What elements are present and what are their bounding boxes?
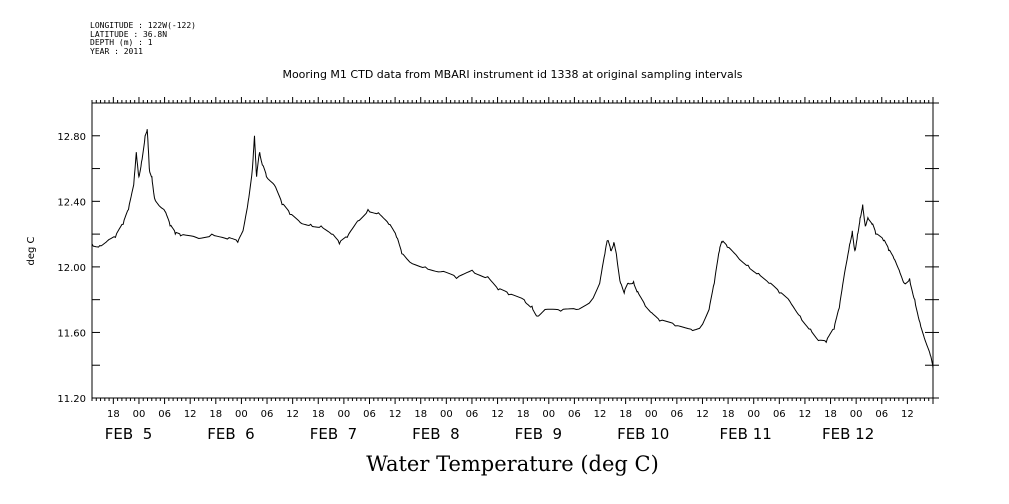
x-tick-label: 18 [312, 409, 325, 420]
x-tick-labels: 18 00 06 12 18 00 06 12 18 00 06 12 18 00 06 12 18 00 06 12… [107, 409, 914, 420]
x-tick-label: 18 [619, 409, 632, 420]
metadata-block: LONGITUDE : 122W(-122) LATITUDE : 36.8N … [90, 21, 196, 56]
x-tick-label: 06 [670, 409, 683, 420]
x-tick-label: 00 [542, 409, 555, 420]
x-tick-label: 06 [466, 409, 479, 420]
x-tick-label: 12 [389, 409, 402, 420]
day-label: FEB 11 [720, 425, 772, 443]
latitude-text: LATITUDE : 36.8N [90, 29, 168, 39]
x-tick-label: 00 [235, 409, 248, 420]
axis-ticks [91, 97, 939, 404]
x-axis-label: Water Temperature (deg C) [366, 452, 659, 476]
x-tick-label: 18 [209, 409, 222, 420]
plot-frame [91, 102, 934, 399]
x-tick-label: 00 [440, 409, 453, 420]
x-tick-label: 06 [568, 409, 581, 420]
day-label: FEB 8 [412, 425, 459, 443]
x-tick-label: 12 [184, 409, 197, 420]
x-tick-label: 06 [158, 409, 171, 420]
day-labels: FEB 5 FEB 6 FEB 7 FEB 8 FEB 9 FEB 10 FEB 11 FEB… [105, 425, 874, 443]
y-tick-label: 12.80 [57, 132, 86, 143]
x-tick-label: 12 [286, 409, 299, 420]
y-tick-label: 12.00 [57, 263, 86, 274]
day-label: FEB 10 [617, 425, 669, 443]
x-tick-label: 12 [799, 409, 812, 420]
x-tick-label: 12 [594, 409, 607, 420]
x-tick-label: 00 [133, 409, 146, 420]
x-tick-label: 18 [107, 409, 120, 420]
x-tick-label: 12 [696, 409, 709, 420]
x-tick-label: 12 [491, 409, 504, 420]
x-tick-label: 18 [824, 409, 837, 420]
x-tick-label: 06 [875, 409, 888, 420]
x-tick-label: 12 [901, 409, 914, 420]
y-axis-label: deg C [26, 236, 37, 265]
x-tick-label: 18 [517, 409, 530, 420]
chart-title: Mooring M1 CTD data from MBARI instrumen… [282, 68, 743, 81]
x-tick-label: 00 [338, 409, 351, 420]
x-tick-label: 00 [645, 409, 658, 420]
x-tick-label: 18 [722, 409, 735, 420]
depth-text: DEPTH (m) : 1 [90, 38, 153, 47]
day-label: FEB 9 [515, 425, 562, 443]
x-tick-label: 06 [773, 409, 786, 420]
y-tick-label: 11.60 [57, 328, 86, 339]
day-label: FEB 7 [310, 425, 357, 443]
x-tick-label: 06 [363, 409, 376, 420]
year-text: YEAR : 2011 [90, 46, 143, 56]
x-tick-label: 00 [850, 409, 863, 420]
series-line [91, 129, 934, 369]
day-label: FEB 6 [207, 425, 254, 443]
y-tick-labels: 11.20 11.60 12.00 12.40 12.80 [57, 132, 86, 405]
x-tick-label: 06 [261, 409, 274, 420]
day-label: FEB 12 [822, 425, 874, 443]
day-label: FEB 5 [105, 425, 152, 443]
y-tick-label: 12.40 [57, 197, 86, 208]
y-tick-label: 11.20 [57, 394, 86, 405]
x-tick-label: 00 [747, 409, 760, 420]
x-tick-label: 18 [414, 409, 427, 420]
longitude-text: LONGITUDE : 122W(-122) [90, 21, 196, 30]
